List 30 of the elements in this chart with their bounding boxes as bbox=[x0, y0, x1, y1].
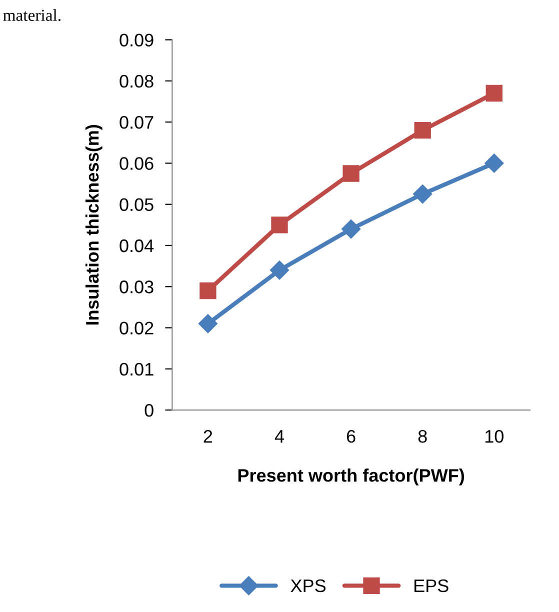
y-tick-label: 0 bbox=[144, 404, 154, 417]
legend-label: EPS bbox=[414, 579, 448, 592]
y-tick-label: 0.09 bbox=[120, 34, 154, 46]
x-tick-label: 2 bbox=[204, 430, 212, 443]
point bbox=[198, 314, 218, 334]
x-tick-label: 4 bbox=[274, 430, 284, 443]
point bbox=[271, 216, 288, 234]
x-tick-label: 10 bbox=[485, 430, 504, 443]
point bbox=[413, 184, 432, 204]
text: material. bbox=[3, 9, 60, 21]
point bbox=[342, 219, 361, 239]
point bbox=[414, 122, 431, 139]
x-tick-label: 8 bbox=[418, 430, 427, 443]
y-tick-label: 0.02 bbox=[120, 322, 154, 334]
point bbox=[270, 260, 290, 280]
x-tick-label: 6 bbox=[346, 430, 356, 443]
legend-label: XPS bbox=[290, 579, 326, 592]
y-tick-label: 0.07 bbox=[120, 116, 154, 129]
point bbox=[486, 84, 502, 102]
y-tick-label: 0.08 bbox=[120, 74, 154, 88]
x-axis-title: Present worth factor(PWF) bbox=[238, 468, 464, 486]
y-axis-title: Insulation thickness(m) bbox=[85, 124, 102, 325]
y-tick-label: 0.06 bbox=[120, 157, 154, 170]
y-tick-label: 0.03 bbox=[120, 280, 154, 294]
point bbox=[200, 282, 216, 300]
point bbox=[484, 154, 504, 173]
y-tick-label: 0.01 bbox=[120, 362, 154, 376]
point bbox=[342, 165, 360, 182]
y-tick-label: 0.04 bbox=[120, 239, 154, 252]
y-tick-label: 0.05 bbox=[120, 198, 154, 212]
